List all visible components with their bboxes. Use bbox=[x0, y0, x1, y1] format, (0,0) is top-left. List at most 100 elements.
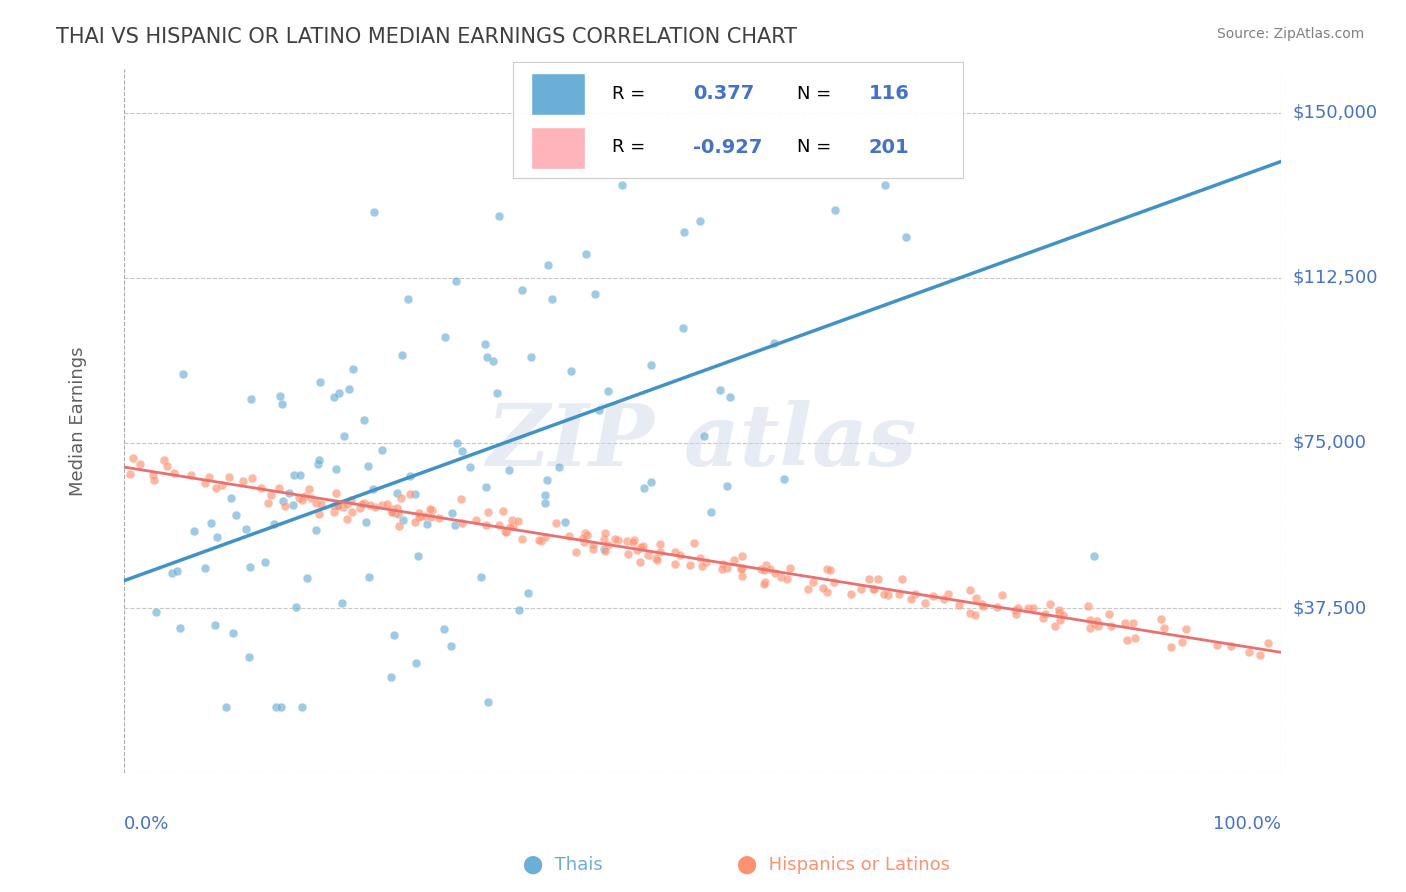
Point bbox=[260, 488, 283, 502]
Point bbox=[1004, 603, 1026, 617]
Point bbox=[309, 375, 332, 389]
Point bbox=[862, 582, 884, 596]
Point bbox=[904, 587, 927, 601]
Point bbox=[536, 473, 558, 487]
Point bbox=[406, 549, 429, 564]
Point bbox=[295, 571, 318, 585]
Point bbox=[433, 622, 456, 636]
Point bbox=[239, 560, 262, 574]
Point bbox=[326, 498, 349, 512]
Point bbox=[1007, 600, 1029, 615]
Point bbox=[616, 534, 638, 549]
Point bbox=[441, 506, 464, 520]
Point bbox=[485, 385, 508, 400]
Point bbox=[752, 563, 775, 577]
Point bbox=[488, 209, 510, 223]
Point bbox=[494, 524, 516, 538]
Point bbox=[598, 538, 620, 552]
Point bbox=[172, 368, 194, 382]
Point bbox=[948, 598, 970, 612]
Point bbox=[492, 504, 515, 518]
Point bbox=[488, 518, 510, 533]
Point bbox=[278, 485, 301, 500]
Point bbox=[350, 497, 373, 511]
Point bbox=[408, 507, 430, 521]
Point bbox=[582, 538, 605, 552]
Point bbox=[451, 444, 474, 458]
Point bbox=[250, 481, 273, 495]
Point bbox=[900, 592, 922, 607]
Point bbox=[841, 587, 863, 601]
Point bbox=[672, 226, 695, 240]
Point bbox=[1032, 611, 1054, 625]
Point bbox=[606, 533, 628, 548]
Text: N =: N = bbox=[797, 85, 831, 103]
Point bbox=[645, 553, 668, 567]
Point bbox=[222, 626, 245, 640]
Point bbox=[593, 544, 616, 558]
Point bbox=[692, 558, 714, 573]
Point bbox=[711, 557, 734, 571]
Point bbox=[1115, 632, 1137, 647]
Point bbox=[391, 348, 413, 362]
Point bbox=[1206, 638, 1229, 652]
Point bbox=[420, 503, 443, 517]
Text: $37,500: $37,500 bbox=[1292, 599, 1367, 617]
Point bbox=[623, 533, 645, 548]
Point bbox=[200, 516, 222, 530]
Point bbox=[1114, 615, 1136, 630]
Point bbox=[232, 474, 254, 488]
Point bbox=[267, 481, 290, 495]
Point bbox=[862, 582, 884, 596]
Point bbox=[387, 507, 409, 521]
Point bbox=[796, 582, 818, 597]
Text: 100.0%: 100.0% bbox=[1212, 815, 1281, 833]
Point bbox=[396, 292, 419, 306]
Point bbox=[922, 589, 945, 603]
Point bbox=[325, 486, 347, 500]
Point bbox=[263, 516, 285, 531]
Point bbox=[288, 491, 311, 506]
Point bbox=[877, 588, 900, 602]
Point bbox=[718, 390, 741, 404]
Point bbox=[617, 547, 640, 561]
Point bbox=[682, 536, 704, 550]
Point bbox=[648, 537, 671, 551]
Point bbox=[333, 429, 356, 443]
Point bbox=[405, 656, 427, 670]
Text: $112,500: $112,500 bbox=[1292, 268, 1378, 286]
Point bbox=[754, 574, 776, 589]
Point bbox=[1052, 608, 1074, 623]
Point bbox=[475, 350, 498, 364]
Point bbox=[214, 700, 236, 714]
Point bbox=[866, 572, 889, 586]
Point bbox=[330, 596, 353, 610]
Point bbox=[475, 480, 498, 494]
Point bbox=[1083, 549, 1105, 563]
Point bbox=[495, 524, 517, 539]
Point bbox=[256, 496, 278, 510]
Point bbox=[554, 515, 576, 529]
Point bbox=[294, 489, 316, 503]
Point bbox=[858, 572, 880, 586]
Point bbox=[564, 544, 586, 558]
Point bbox=[1005, 607, 1028, 622]
Point bbox=[399, 468, 422, 483]
Point bbox=[239, 392, 262, 406]
Point bbox=[972, 597, 994, 611]
Point bbox=[664, 544, 686, 558]
Text: Median Earnings: Median Earnings bbox=[69, 346, 87, 496]
Point bbox=[716, 561, 738, 575]
Point bbox=[420, 510, 443, 524]
Point bbox=[359, 570, 381, 584]
Point bbox=[336, 497, 359, 511]
Point bbox=[353, 495, 375, 509]
Point bbox=[640, 475, 662, 489]
Point bbox=[592, 542, 614, 557]
Point bbox=[194, 476, 217, 491]
Point bbox=[160, 566, 183, 581]
Point bbox=[914, 596, 936, 610]
Point bbox=[465, 513, 488, 527]
Point bbox=[529, 533, 551, 547]
Point bbox=[596, 384, 619, 398]
